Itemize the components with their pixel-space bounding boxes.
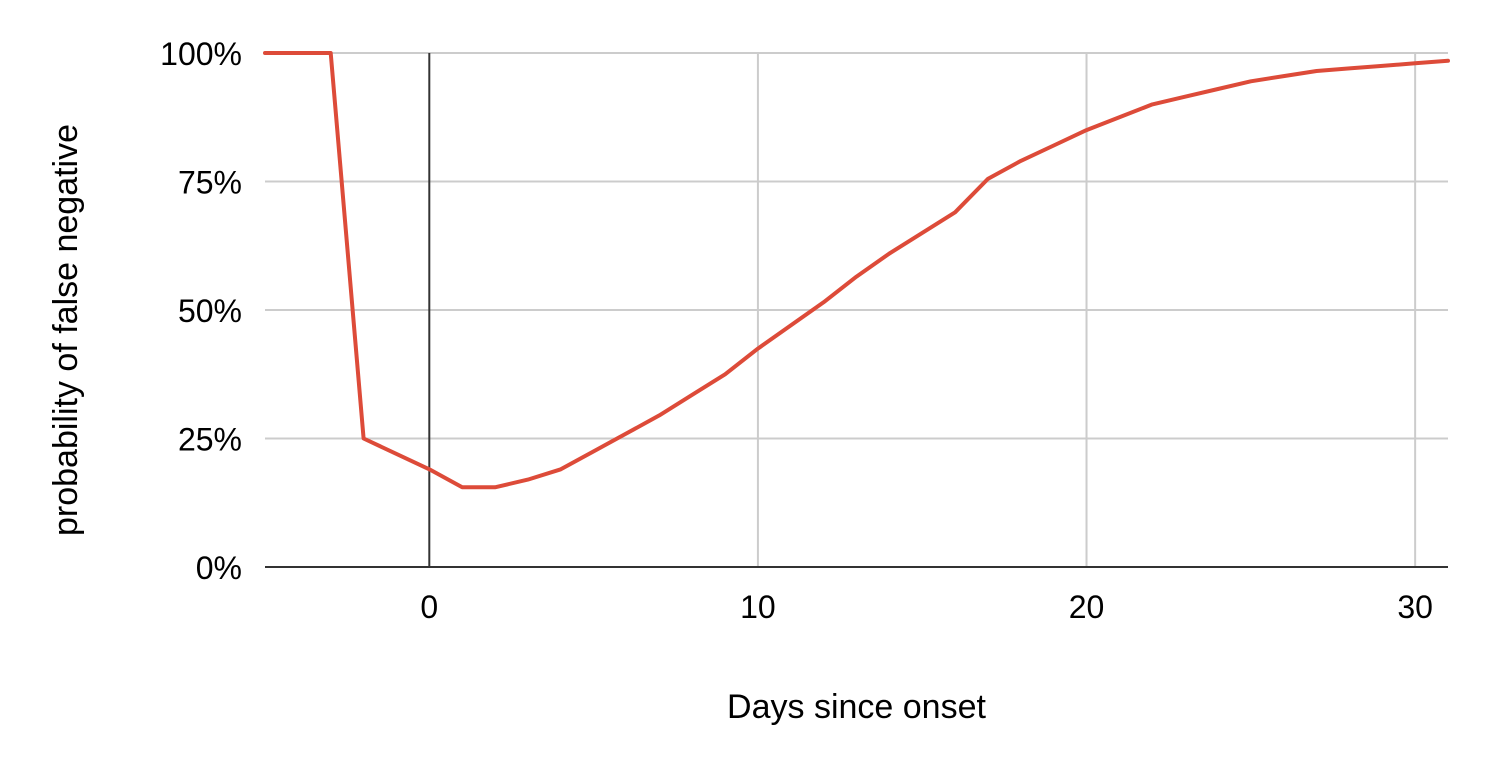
y-tick-label: 0% [196,550,242,586]
gridlines [265,52,1448,567]
y-tick-label: 75% [178,165,242,201]
x-tick-label: 10 [740,589,776,625]
x-axis-title: Days since onset [727,688,986,726]
x-tick-label: 0 [420,589,438,625]
y-axis-title: probability of false negative [47,124,85,536]
x-tick-label: 20 [1069,589,1105,625]
y-tick-label: 50% [178,293,242,329]
series-line [263,51,1450,490]
x-tick-label: 30 [1397,589,1433,625]
tick-labels: 0% 25% 50% 75% 100% 0 10 20 30 [160,36,1433,625]
axes [265,53,1448,568]
y-tick-label: 100% [160,36,242,72]
y-tick-label: 25% [178,422,242,458]
series [263,51,1450,490]
